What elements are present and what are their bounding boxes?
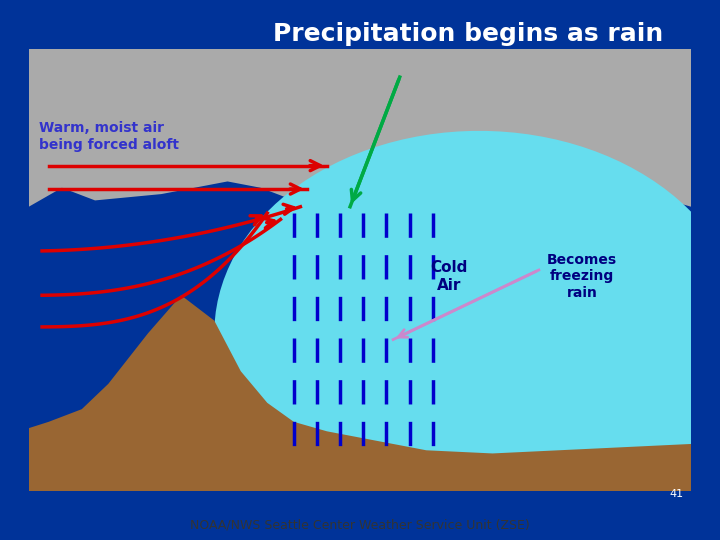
Polygon shape xyxy=(29,49,691,207)
Polygon shape xyxy=(29,295,691,491)
Text: NOAA/NWS Seattle Center Weather Service Unit (ZSE): NOAA/NWS Seattle Center Weather Service … xyxy=(190,518,530,532)
Text: 41: 41 xyxy=(670,489,684,499)
Text: Cold
Air: Cold Air xyxy=(431,260,468,293)
Text: Precipitation begins as rain: Precipitation begins as rain xyxy=(273,22,663,46)
Text: Becomes
freezing
rain: Becomes freezing rain xyxy=(547,253,617,300)
Polygon shape xyxy=(215,131,720,491)
Text: Warm, moist air
being forced aloft: Warm, moist air being forced aloft xyxy=(39,122,179,152)
